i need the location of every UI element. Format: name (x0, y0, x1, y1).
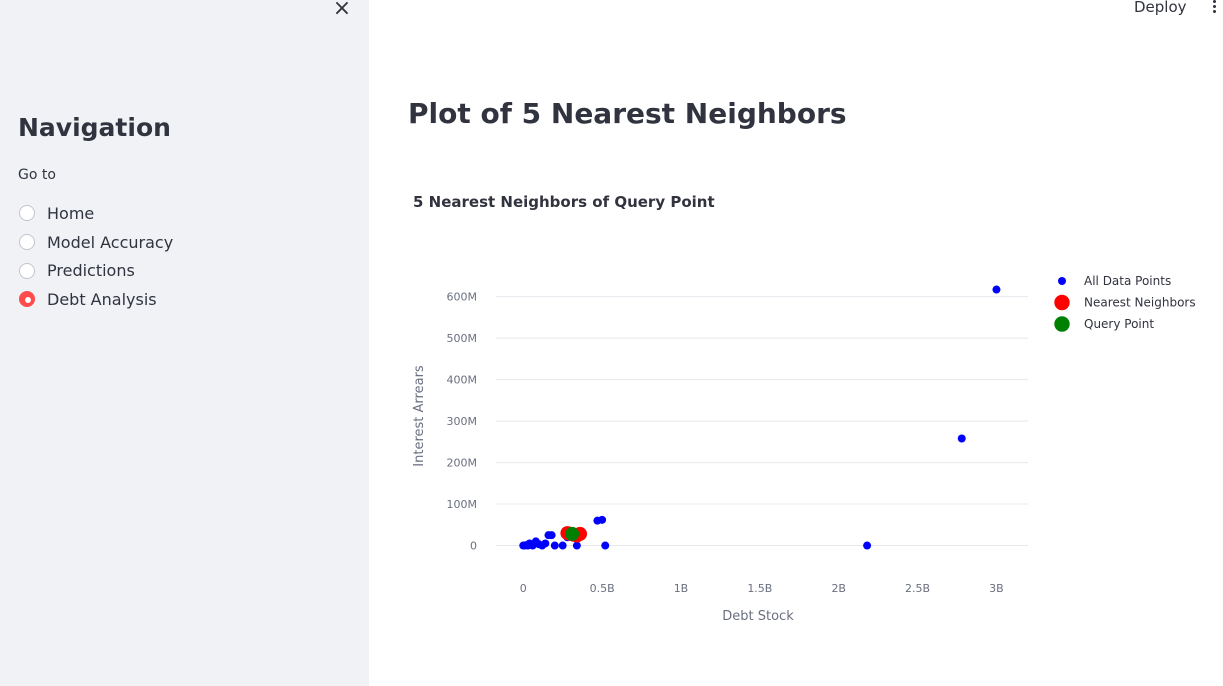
radio-label: Debt Analysis (47, 289, 157, 309)
x-tick-label: 2.5B (905, 582, 930, 595)
data-point[interactable] (541, 539, 550, 548)
y-tick-label: 600M (447, 291, 478, 304)
radio-label: Model Accuracy (47, 232, 174, 252)
y-tick-label: 200M (447, 457, 478, 470)
data-point[interactable] (550, 541, 559, 550)
chart-legend[interactable]: All Data Points Nearest Neighbors Query Po… (1054, 274, 1196, 332)
x-tick-label: 2B (831, 582, 846, 595)
y-tick-label: 400M (447, 374, 478, 387)
radio-option-model-accuracy[interactable]: Model Accuracy (19, 228, 173, 257)
y-tick-label: 100M (447, 498, 478, 511)
sidebar: × Navigation Go to Home Model Accuracy P… (0, 0, 369, 686)
data-point[interactable] (957, 434, 966, 443)
radio-group-label: Go to (18, 167, 56, 183)
radio-label: Predictions (47, 261, 135, 281)
close-icon: × (332, 0, 352, 21)
radio-option-home[interactable]: Home (19, 199, 173, 228)
data-point[interactable] (598, 515, 607, 524)
radio-button[interactable] (19, 205, 35, 222)
x-axis-title: Debt Stock (722, 609, 794, 624)
chart-points[interactable] (519, 285, 1001, 550)
legend-marker[interactable] (1054, 316, 1070, 332)
scatter-chart[interactable]: 5 Nearest Neighbors of Query Point 0 100M… (400, 180, 1220, 640)
data-point[interactable] (863, 541, 872, 550)
data-point[interactable] (558, 541, 567, 550)
radio-option-debt-analysis[interactable]: Debt Analysis (19, 285, 173, 314)
radio-option-predictions[interactable]: Predictions (19, 256, 173, 285)
data-point[interactable] (601, 541, 610, 550)
legend-marker[interactable] (1054, 294, 1070, 311)
x-tick-label: 3B (989, 582, 1004, 595)
nav-radio-group: Home Model Accuracy Predictions Debt Ana… (19, 199, 173, 314)
x-tick-label: 0 (520, 582, 527, 595)
radio-button[interactable] (19, 234, 35, 251)
radio-button-selected[interactable] (19, 291, 35, 308)
kebab-menu-icon[interactable] (1208, 0, 1220, 18)
y-axis-ticks: 0 100M 200M 300M 400M 500M 600M (447, 291, 478, 553)
radio-button[interactable] (19, 262, 35, 279)
chart-svg[interactable]: 5 Nearest Neighbors of Query Point 0 100M… (400, 180, 1220, 640)
legend-label[interactable]: All Data Points (1084, 274, 1171, 288)
chart-grid (496, 296, 1028, 547)
data-point[interactable] (565, 526, 580, 541)
x-axis-ticks: 0 0.5B 1B 1.5B 2B 2.5B 3B (520, 582, 1004, 595)
deploy-button[interactable]: Deploy (1134, 0, 1187, 16)
legend-marker[interactable] (1058, 277, 1066, 285)
x-tick-label: 1B (674, 582, 689, 595)
close-sidebar-button[interactable]: × (330, 0, 354, 20)
x-tick-label: 0.5B (590, 582, 615, 595)
y-tick-label: 300M (447, 415, 478, 428)
chart-title: 5 Nearest Neighbors of Query Point (413, 193, 715, 211)
y-tick-label: 500M (447, 332, 478, 345)
y-axis-title: Interest Arrears (412, 365, 427, 467)
page-title: Plot of 5 Nearest Neighbors (408, 97, 847, 130)
series-query-point[interactable] (565, 526, 580, 541)
legend-label[interactable]: Nearest Neighbors (1084, 296, 1196, 310)
x-tick-label: 1.5B (747, 582, 772, 595)
series-all-data-points[interactable] (519, 285, 1001, 550)
radio-label: Home (47, 203, 95, 223)
data-point[interactable] (572, 541, 581, 550)
legend-label[interactable]: Query Point (1084, 317, 1154, 331)
sidebar-title: Navigation (18, 113, 171, 142)
data-point[interactable] (992, 285, 1001, 294)
y-tick-label: 0 (470, 540, 477, 553)
data-point[interactable] (547, 531, 556, 540)
